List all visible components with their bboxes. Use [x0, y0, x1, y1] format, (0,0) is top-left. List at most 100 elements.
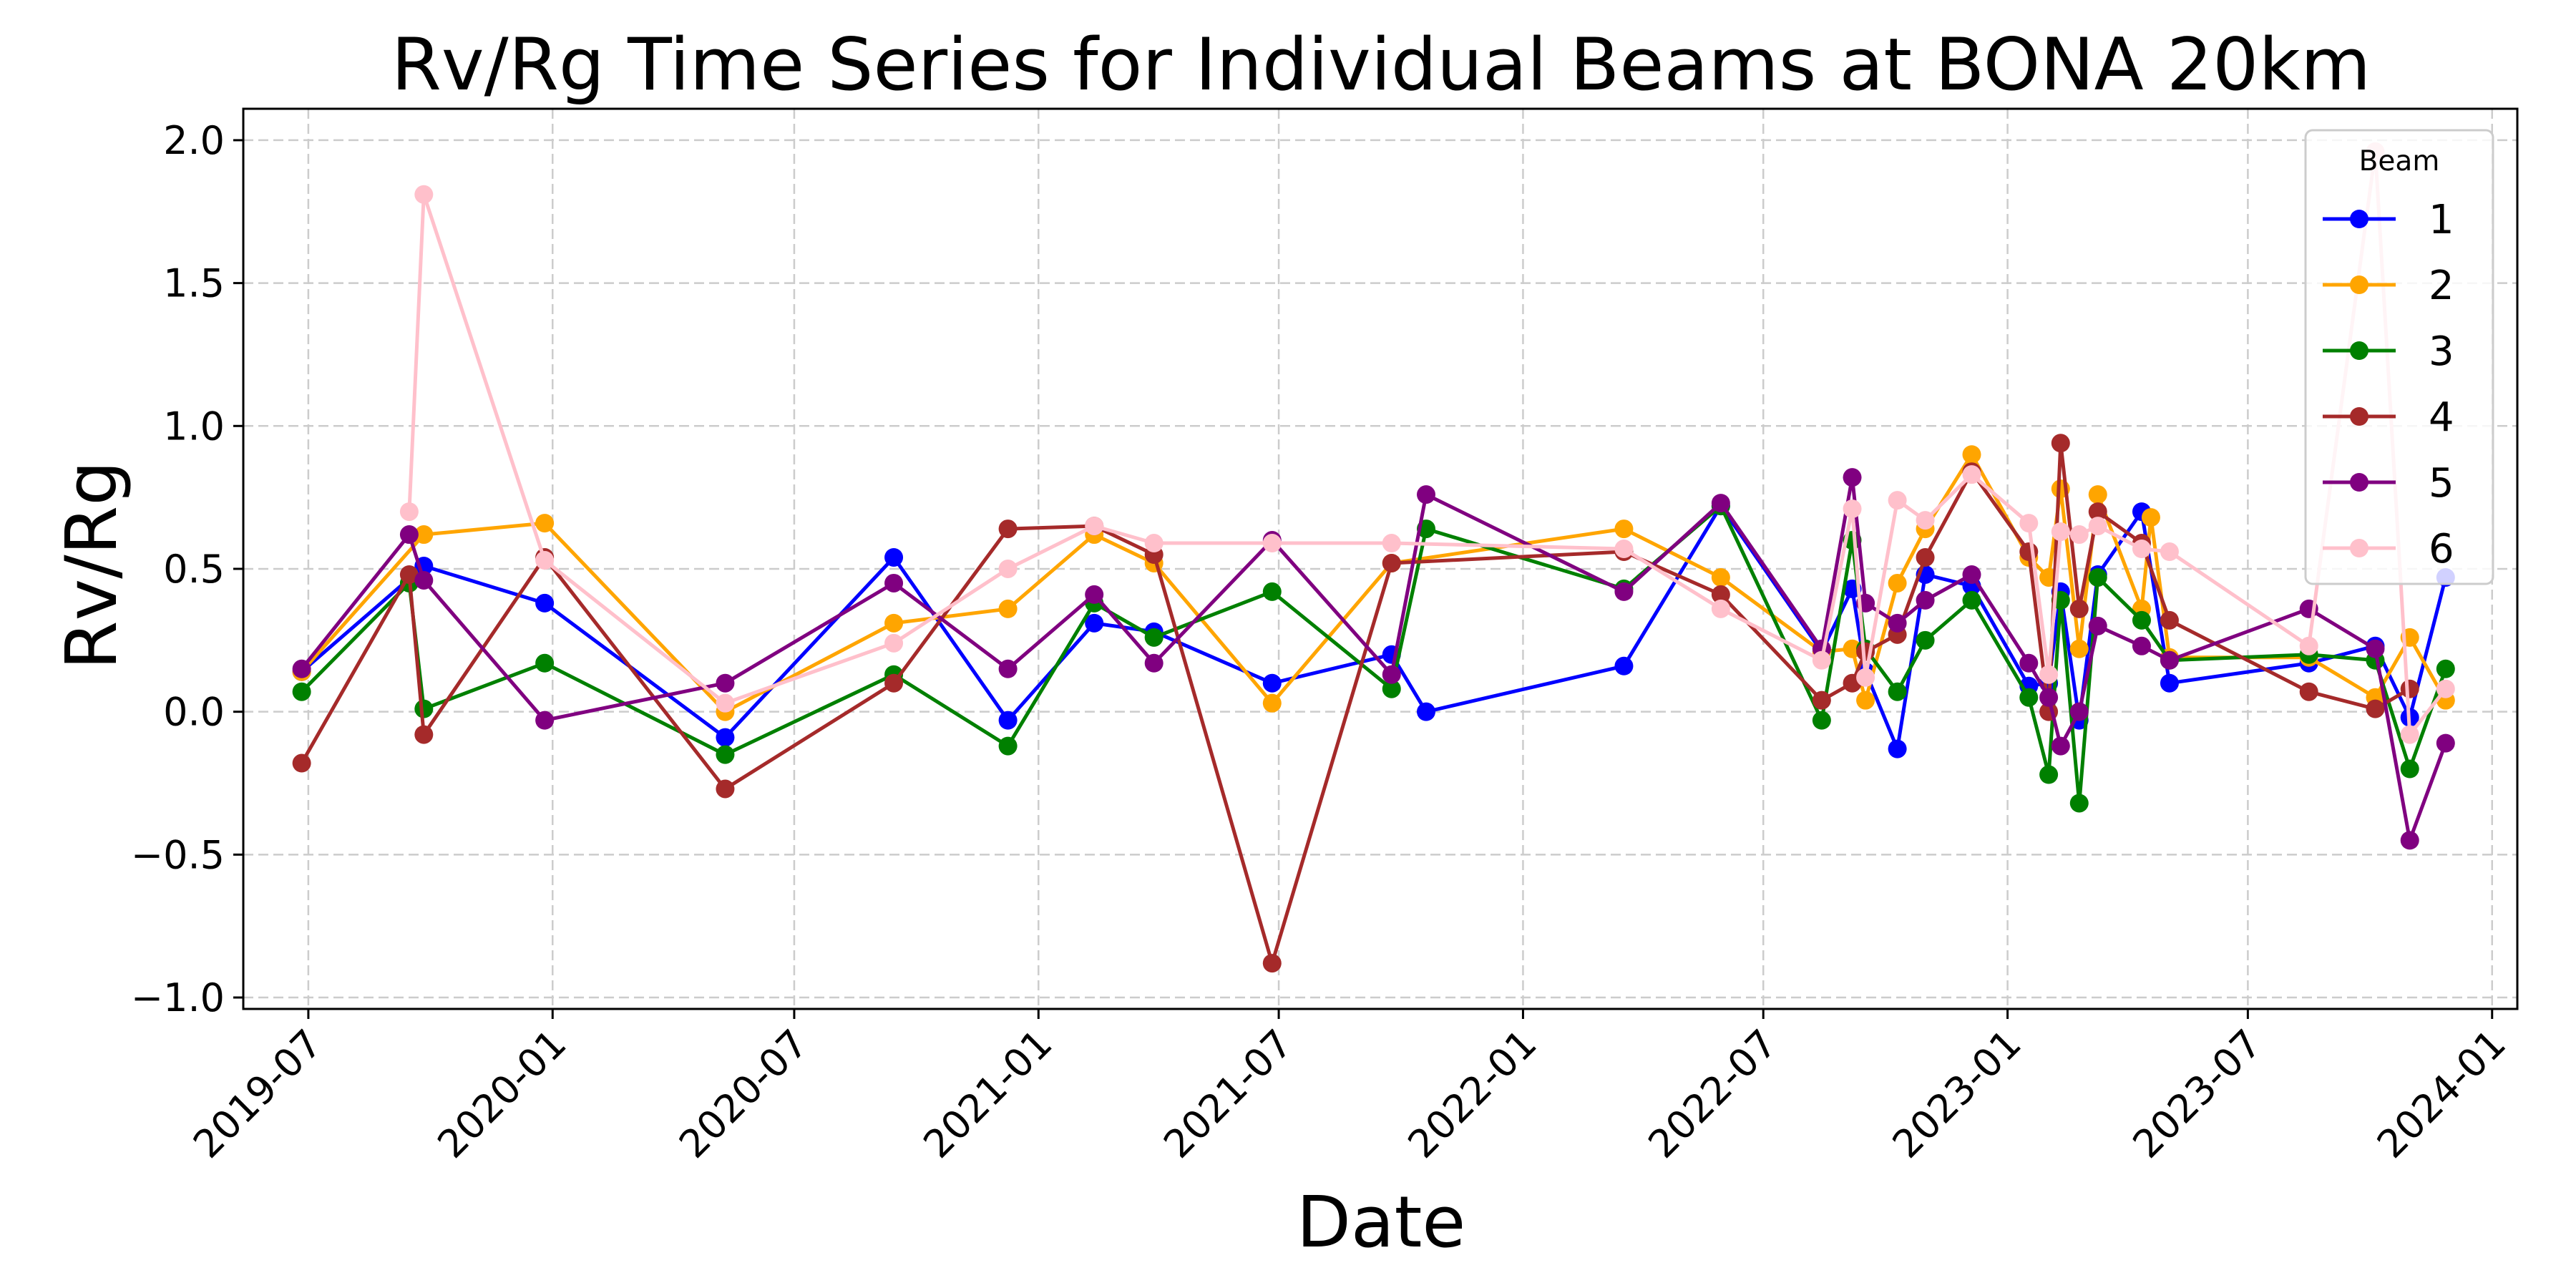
- data-point: [2436, 679, 2455, 698]
- data-point: [884, 633, 904, 653]
- data-point: [1888, 739, 1907, 758]
- data-point: [399, 525, 419, 545]
- data-point: [2436, 733, 2455, 753]
- data-point: [2299, 636, 2318, 655]
- data-point: [1144, 653, 1163, 673]
- data-point: [716, 779, 735, 799]
- data-point: [1888, 613, 1907, 633]
- y-axis-ticks: 2.0 1.5 1.0 0.5 0.0 −0.5 −1.0: [131, 118, 243, 1020]
- data-point: [2160, 542, 2179, 562]
- data-point: [1614, 519, 1634, 539]
- legend-label: 2: [2429, 263, 2454, 309]
- data-point: [1711, 599, 1730, 618]
- data-point: [1856, 691, 1875, 710]
- data-point: [2019, 542, 2039, 562]
- legend-label: 6: [2429, 526, 2454, 572]
- data-point: [1711, 494, 1730, 513]
- data-point: [1711, 567, 1730, 587]
- data-point: [1962, 590, 1981, 610]
- data-point: [1085, 613, 1104, 633]
- data-point: [1856, 668, 1875, 687]
- data-point: [2366, 699, 2385, 718]
- y-tick-label: −0.5: [131, 832, 225, 877]
- legend: Beam 1 2 3 4 5 6: [2304, 129, 2494, 585]
- data-point: [998, 711, 1018, 730]
- data-point: [716, 673, 735, 693]
- data-point: [716, 745, 735, 764]
- legend-marker: [2350, 210, 2368, 228]
- legend-label: 4: [2429, 394, 2454, 441]
- data-point: [1916, 548, 1935, 567]
- data-point: [1916, 590, 1935, 610]
- plot-frame: [242, 107, 2519, 1010]
- data-point: [2019, 688, 2039, 707]
- data-point: [1614, 540, 1634, 559]
- chart-title: Rv/Rg Time Series for Individual Beams a…: [391, 22, 2371, 107]
- data-point: [998, 599, 1018, 618]
- y-tick-label: 1.0: [163, 404, 225, 449]
- data-point: [2132, 540, 2151, 559]
- data-point: [2160, 610, 2179, 630]
- data-point: [1085, 517, 1104, 536]
- legend-marker: [2350, 341, 2368, 360]
- y-tick-label: 2.0: [163, 118, 225, 163]
- data-point: [1262, 673, 1282, 693]
- data-point: [1144, 534, 1163, 553]
- data-point: [884, 573, 904, 592]
- data-point: [1382, 679, 1401, 698]
- data-point: [1382, 665, 1401, 684]
- data-point: [716, 693, 735, 713]
- data-point: [884, 673, 904, 693]
- legend-label: 1: [2429, 197, 2454, 243]
- data-point: [2160, 650, 2179, 670]
- legend-marker: [2350, 275, 2368, 294]
- y-tick-label: −1.0: [131, 975, 225, 1020]
- data-point: [414, 699, 434, 718]
- grid: [243, 109, 2517, 1009]
- data-point: [292, 753, 311, 773]
- legend-label: 3: [2429, 328, 2454, 375]
- legend-item: 6: [2323, 526, 2454, 572]
- data-point: [1417, 702, 1436, 721]
- data-point: [1888, 682, 1907, 701]
- legend-title: Beam: [2359, 145, 2440, 177]
- data-point: [535, 593, 555, 613]
- data-point: [1962, 465, 1981, 484]
- series-beam-5: [292, 468, 2455, 850]
- data-point: [2400, 759, 2419, 779]
- data-point: [1262, 582, 1282, 601]
- data-point: [414, 725, 434, 744]
- data-point: [1614, 656, 1634, 675]
- legend-frame: [2304, 129, 2494, 585]
- data-point: [2069, 525, 2089, 545]
- data-point: [1843, 499, 1862, 519]
- data-point: [414, 525, 434, 545]
- data-point: [535, 550, 555, 570]
- y-tick-label: 0.0: [163, 690, 225, 735]
- data-point: [2299, 682, 2318, 701]
- data-point: [998, 659, 1018, 678]
- data-point: [2069, 639, 2089, 658]
- data-point: [2366, 639, 2385, 658]
- y-tick-label: 1.5: [163, 261, 225, 306]
- data-point: [1962, 445, 1981, 464]
- data-point: [535, 653, 555, 673]
- y-tick-label: 0.5: [163, 547, 225, 592]
- plot-series: [292, 142, 2455, 973]
- data-point: [2132, 610, 2151, 630]
- legend-item: 4: [2323, 394, 2454, 441]
- data-point: [2088, 517, 2107, 536]
- data-point: [1614, 582, 1634, 601]
- data-point: [1812, 650, 1831, 670]
- legend-item: 3: [2323, 328, 2454, 375]
- data-point: [998, 519, 1018, 539]
- data-point: [1711, 585, 1730, 604]
- data-point: [2069, 599, 2089, 618]
- data-point: [1085, 585, 1104, 604]
- data-point: [2160, 673, 2179, 693]
- data-point: [2141, 508, 2160, 527]
- legend-item: 1: [2323, 197, 2454, 243]
- data-point: [1382, 534, 1401, 553]
- data-point: [2400, 725, 2419, 744]
